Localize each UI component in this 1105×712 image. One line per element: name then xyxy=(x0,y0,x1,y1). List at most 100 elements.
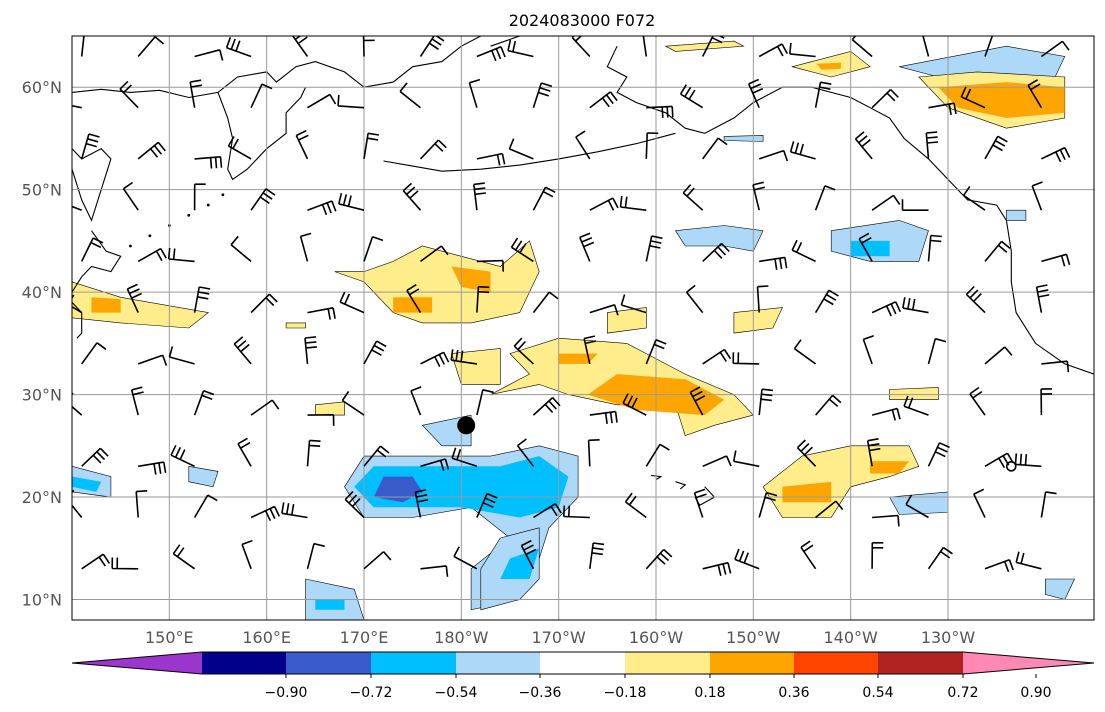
wind-barb-157 xyxy=(796,439,817,467)
wind-barb-122 xyxy=(862,334,874,365)
wind-barb-81 xyxy=(579,232,595,262)
wind-barb-151 xyxy=(451,447,478,468)
anomaly-region-pos-29 xyxy=(72,281,210,329)
wind-barb-94 xyxy=(307,307,336,320)
wind-barb-19 xyxy=(119,80,139,109)
wind-barb-61 xyxy=(473,182,486,211)
wind-barb-22 xyxy=(307,93,337,109)
longitude-labels: 150°E 160°E 170°E 180°W 170°W 160°W 150°W 140°W… xyxy=(145,628,975,647)
wind-barb-127 xyxy=(130,386,144,416)
wind-barb-155 xyxy=(702,455,732,468)
wind-barb-58 xyxy=(307,200,337,216)
wind-barb-163 xyxy=(135,490,148,518)
wind-barb-128 xyxy=(193,389,215,416)
wind-barb-183 xyxy=(241,539,253,570)
wind-barb-34 xyxy=(960,86,986,109)
lon-tick-label-1: 160°E xyxy=(242,628,291,647)
wind-barb-89 xyxy=(1041,253,1071,267)
wind-barb-88 xyxy=(984,240,1011,262)
wind-barb-68 xyxy=(871,194,901,211)
colorbar xyxy=(71,651,1095,675)
wind-barb-79 xyxy=(476,259,504,272)
wind-barb-195 xyxy=(927,546,953,570)
wind-barb-179 xyxy=(1040,491,1057,518)
wind-barb-145 xyxy=(138,461,167,475)
island-dot-0 xyxy=(129,244,132,248)
colorbar-segment-2 xyxy=(286,652,371,674)
wind-barb-43 xyxy=(476,152,506,166)
anomaly-region-pos-30 xyxy=(91,297,121,313)
wind-barb-99 xyxy=(589,304,619,316)
wind-barb-104 xyxy=(871,301,902,317)
wind-barb-42 xyxy=(419,139,447,160)
open-circle-marker xyxy=(1005,461,1017,472)
wind-barb-125 xyxy=(1041,360,1070,373)
wind-barb-15 xyxy=(922,36,930,57)
wind-barb-176 xyxy=(872,514,900,527)
wind-barb-45 xyxy=(575,130,591,160)
wind-barb-184 xyxy=(306,542,325,569)
wind-barb-193 xyxy=(800,540,817,570)
wind-barb-182 xyxy=(172,544,196,570)
colorbar-segment-5 xyxy=(540,652,625,674)
wind-barb-8 xyxy=(507,39,534,58)
wind-barb-136 xyxy=(622,393,647,416)
wind-barb-115 xyxy=(450,349,478,365)
wind-barb-36 xyxy=(80,133,100,160)
anomaly-region-neg-18 xyxy=(1006,209,1027,221)
wind-barb-20 xyxy=(189,79,203,108)
lon-tick-label-6: 150°W xyxy=(726,628,781,647)
wind-barb-131 xyxy=(341,390,365,416)
coastline-0 xyxy=(72,36,482,99)
wind-barb-156 xyxy=(732,450,760,468)
lat-tick-label-5: 60°N xyxy=(22,78,62,97)
wind-barb-62 xyxy=(532,186,556,211)
wind-barb-38 xyxy=(194,156,223,169)
wind-barb-69 xyxy=(901,199,929,211)
wind-barb-102 xyxy=(756,285,769,313)
wind-barb-174 xyxy=(758,491,778,518)
wind-barb-63 xyxy=(589,197,619,211)
wind-barb-149 xyxy=(363,445,390,467)
wind-barb-18 xyxy=(72,105,82,109)
wind-barb-2 xyxy=(194,49,224,61)
wind-barb-164 xyxy=(193,494,218,518)
lon-tick-label-3: 180°W xyxy=(434,628,489,647)
wind-barb-83 xyxy=(702,242,730,262)
wind-barb-39 xyxy=(227,136,252,160)
wind-barb-170 xyxy=(532,503,562,519)
wind-barb-98 xyxy=(532,291,559,314)
lon-tick-label-7: 140°W xyxy=(823,628,878,647)
island-dot-1 xyxy=(148,234,152,238)
colorbar-segment-1 xyxy=(202,652,286,674)
colorbar-segment-4 xyxy=(456,652,540,674)
wind-barb-72 xyxy=(80,237,104,262)
wind-barb-169 xyxy=(476,492,498,518)
wind-barb-29 xyxy=(679,84,704,109)
colorbar-labels: −0.90 −0.72 −0.54 −0.36 −0.18 0.18 0.36 0.54 0.7… xyxy=(265,674,1052,701)
anomaly-region-neg-7 xyxy=(315,599,345,610)
wind-barb-28 xyxy=(646,105,674,118)
wind-barb-76 xyxy=(299,232,312,262)
anomaly-region-pos-28 xyxy=(870,461,910,474)
wind-barb-40 xyxy=(295,129,309,160)
wind-barb-27 xyxy=(589,91,618,109)
wind-barb-30 xyxy=(747,78,764,109)
anomaly-region-pos-19 xyxy=(334,240,540,324)
wind-barb-126 xyxy=(72,392,83,416)
lon-tick-label-4: 170°W xyxy=(531,628,586,647)
wind-barb-160 xyxy=(984,452,1014,469)
lon-tick-label-2: 170°E xyxy=(340,628,389,647)
wind-barb-119 xyxy=(702,348,732,365)
wind-barb-53 xyxy=(1041,146,1071,163)
colorbar-segment-8 xyxy=(794,652,878,674)
wind-barb-86 xyxy=(858,232,873,262)
wind-barb-178 xyxy=(973,488,986,518)
markers xyxy=(457,416,1017,472)
wind-barb-114 xyxy=(420,351,450,367)
wind-barb-124 xyxy=(984,346,1013,365)
wind-barb-189 xyxy=(589,542,605,569)
wind-barb-175 xyxy=(815,500,844,519)
ocean-background xyxy=(72,36,1094,620)
